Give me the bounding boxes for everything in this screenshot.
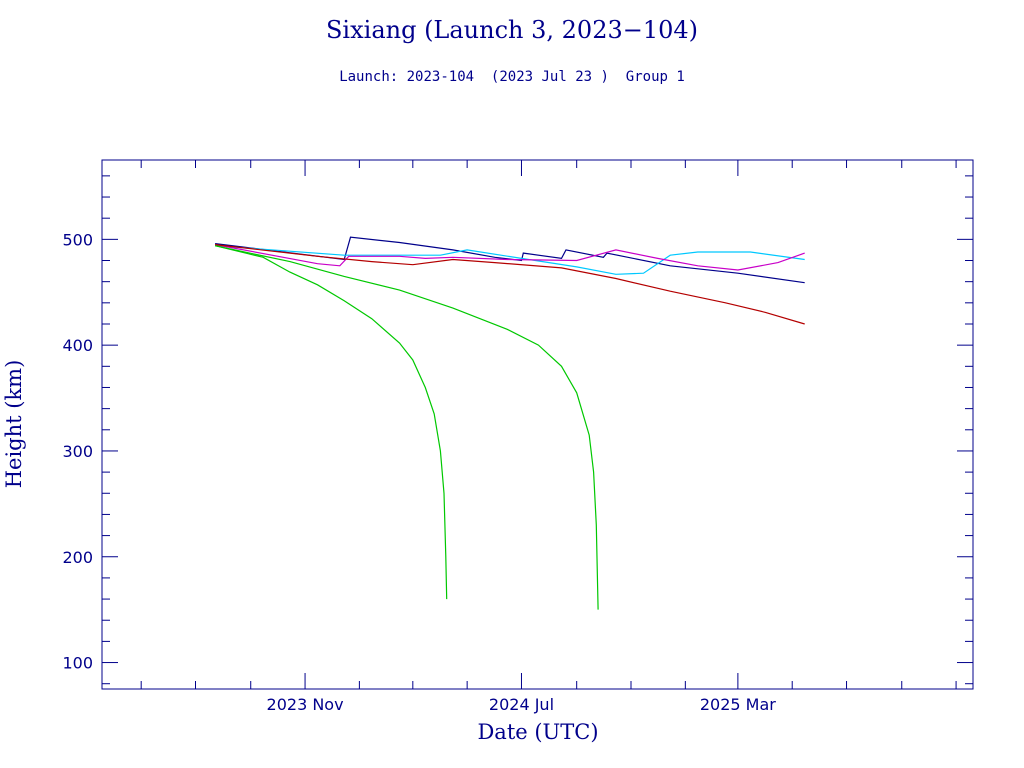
y-tick-label: 100 xyxy=(62,654,93,673)
y-tick-label: 300 xyxy=(62,442,93,461)
series-group xyxy=(214,236,805,610)
series-line-3 xyxy=(214,244,805,271)
series-line-6 xyxy=(214,245,599,610)
axis-ticks xyxy=(102,160,973,689)
y-tick-label: 200 xyxy=(62,548,93,567)
series-line-1 xyxy=(215,236,805,284)
y-axis-label: Height (km) xyxy=(2,360,26,489)
chart-subtitle: Launch: 2023-104 (2023 Jul 23 ) Group 1 xyxy=(339,69,685,85)
tick-labels: 100 200 300 400 500 2023 Nov 2024 Jul 2025 Mar xyxy=(62,230,776,714)
x-tick-label: 2025 Mar xyxy=(700,695,776,714)
y-tick-label: 500 xyxy=(62,230,93,249)
plot-frame xyxy=(101,159,974,690)
x-axis-label: Date (UTC) xyxy=(477,720,598,744)
series-line-5 xyxy=(214,245,448,600)
chart-title: Sixiang (Launch 3, 2023−104) xyxy=(326,16,698,44)
series-line-2 xyxy=(215,245,805,275)
y-tick-label: 400 xyxy=(62,336,93,355)
x-tick-label: 2024 Jul xyxy=(489,695,554,714)
x-tick-label: 2023 Nov xyxy=(267,695,344,714)
series-line-4 xyxy=(215,244,805,325)
